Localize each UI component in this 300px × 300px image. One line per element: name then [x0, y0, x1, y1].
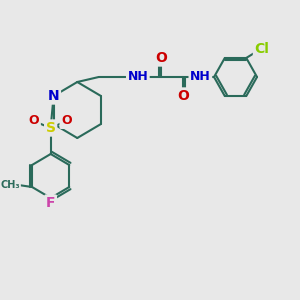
- Text: O: O: [155, 51, 167, 65]
- Text: N: N: [48, 89, 59, 103]
- Text: O: O: [177, 89, 189, 103]
- Text: Cl: Cl: [254, 42, 269, 56]
- Text: O: O: [29, 115, 39, 128]
- Text: NH: NH: [190, 70, 211, 83]
- Text: S: S: [46, 121, 56, 135]
- Text: F: F: [46, 196, 56, 210]
- Text: NH: NH: [128, 70, 148, 83]
- Text: CH₃: CH₃: [1, 180, 20, 190]
- Text: O: O: [61, 115, 72, 128]
